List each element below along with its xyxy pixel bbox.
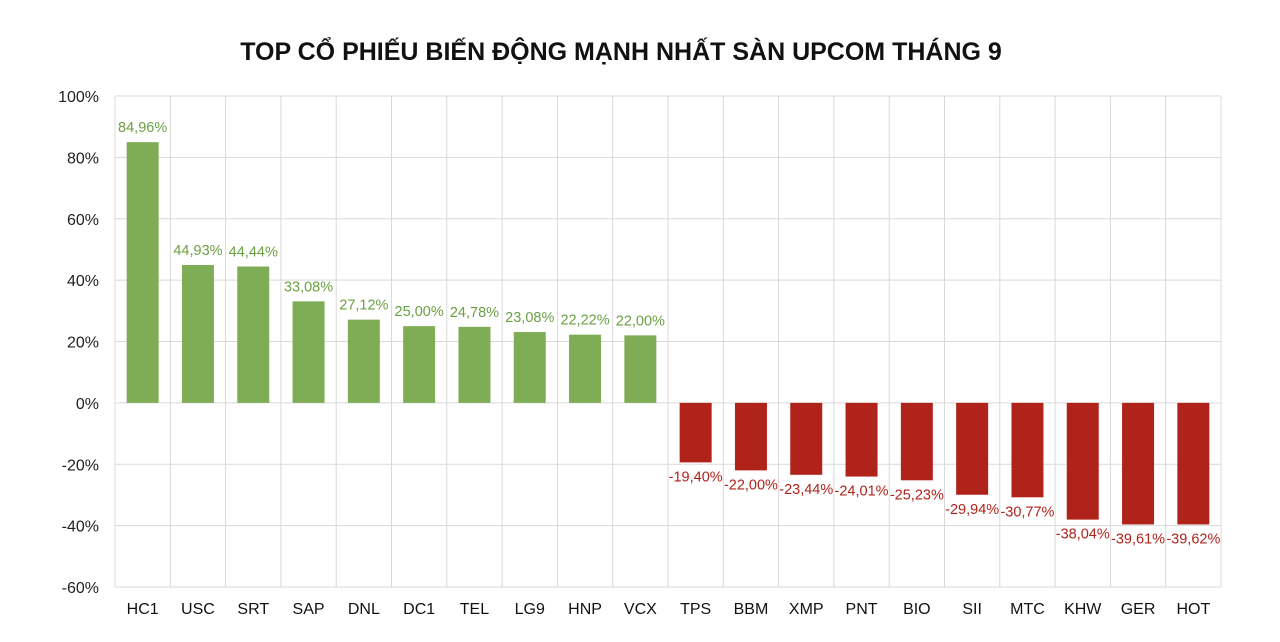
bar-srt bbox=[237, 266, 270, 403]
bar-sii bbox=[956, 402, 989, 495]
x-tick-dnl: DNL bbox=[348, 601, 380, 618]
x-tick-mtc: MTC bbox=[1010, 601, 1045, 618]
bar-ger bbox=[1122, 402, 1155, 525]
y-tick-label: 0% bbox=[76, 396, 99, 413]
y-axis-ticks: 100% 80% 60% 40% 20% 0% -20% -40% -60% bbox=[58, 89, 99, 597]
y-tick-label: -20% bbox=[62, 457, 99, 474]
x-tick-sii: SII bbox=[962, 601, 982, 618]
bar-bbm bbox=[734, 402, 767, 471]
data-label-vcx: 22,00% bbox=[616, 313, 665, 329]
bar-dc1 bbox=[403, 326, 436, 403]
data-label-sii: -29,94% bbox=[945, 502, 999, 518]
bar-sap bbox=[292, 301, 325, 403]
gridlines bbox=[114, 95, 1222, 588]
x-tick-dc1: DC1 bbox=[403, 601, 435, 618]
chart-title: TOP CỔ PHIẾU BIẾN ĐỘNG MẠNH NHẤT SÀN UPC… bbox=[240, 38, 1002, 66]
data-label-hnp: 22,22% bbox=[560, 313, 609, 329]
x-tick-khw: KHW bbox=[1064, 601, 1102, 618]
bar-mtc bbox=[1011, 402, 1044, 498]
x-tick-srt: SRT bbox=[237, 601, 269, 618]
bar-hot bbox=[1177, 402, 1210, 525]
data-label-hc1: 84,96% bbox=[118, 120, 167, 136]
x-tick-ger: GER bbox=[1121, 601, 1156, 618]
x-tick-xmp: XMP bbox=[789, 601, 824, 618]
data-label-xmp: -23,44% bbox=[779, 482, 833, 498]
x-tick-tps: TPS bbox=[680, 601, 711, 618]
data-label-ger: -39,61% bbox=[1111, 531, 1165, 547]
bars bbox=[126, 142, 1210, 525]
x-tick-sap: SAP bbox=[293, 601, 325, 618]
data-label-hot: -39,62% bbox=[1166, 531, 1220, 547]
bar-bio bbox=[900, 402, 933, 481]
y-tick-label: 100% bbox=[58, 89, 99, 106]
data-label-lg9: 23,08% bbox=[505, 310, 554, 326]
x-tick-bbm: BBM bbox=[734, 601, 769, 618]
x-tick-vcx: VCX bbox=[624, 601, 657, 618]
x-tick-hot: HOT bbox=[1176, 601, 1210, 618]
data-label-dnl: 27,12% bbox=[339, 298, 388, 314]
data-labels: 84,96% 44,93% 44,44% 33,08% 27,12% 25,00% 24,7… bbox=[118, 120, 1220, 547]
bar-hc1 bbox=[126, 142, 159, 403]
data-label-bbm: -22,00% bbox=[724, 477, 778, 493]
x-tick-usc: USC bbox=[181, 601, 215, 618]
x-axis-ticks: HC1 USC SRT SAP DNL DC1 TEL LG9 HNP VCX TPS BBM XMP P… bbox=[127, 601, 1211, 618]
bar-usc bbox=[181, 264, 214, 403]
data-label-srt: 44,44% bbox=[229, 244, 278, 260]
y-tick-label: 60% bbox=[67, 212, 99, 229]
bar-pnt bbox=[845, 402, 878, 477]
x-tick-hnp: HNP bbox=[568, 601, 602, 618]
data-label-pnt: -24,01% bbox=[835, 484, 889, 500]
data-label-khw: -38,04% bbox=[1056, 527, 1110, 543]
y-tick-label: 80% bbox=[67, 150, 99, 167]
data-label-sap: 33,08% bbox=[284, 279, 333, 295]
y-tick-label: -60% bbox=[62, 580, 99, 597]
y-tick-label: -40% bbox=[62, 519, 99, 536]
x-tick-tel: TEL bbox=[460, 601, 489, 618]
data-label-tel: 24,78% bbox=[450, 305, 499, 321]
bar-hnp bbox=[569, 334, 602, 403]
bar-vcx bbox=[624, 335, 657, 403]
y-tick-label: 20% bbox=[67, 335, 99, 352]
y-tick-label: 40% bbox=[67, 273, 99, 290]
bar-lg9 bbox=[513, 332, 546, 403]
data-label-bio: -25,23% bbox=[890, 487, 944, 503]
bar-tps bbox=[679, 402, 712, 463]
data-label-tps: -19,40% bbox=[669, 469, 723, 485]
x-tick-pnt: PNT bbox=[846, 601, 878, 618]
x-tick-hc1: HC1 bbox=[127, 601, 159, 618]
data-label-mtc: -30,77% bbox=[1000, 504, 1054, 520]
bar-dnl bbox=[347, 319, 380, 403]
data-label-usc: 44,93% bbox=[173, 243, 222, 259]
bar-khw bbox=[1066, 402, 1099, 520]
bar-xmp bbox=[790, 402, 823, 475]
bar-tel bbox=[458, 326, 491, 403]
x-tick-lg9: LG9 bbox=[515, 601, 545, 618]
x-tick-bio: BIO bbox=[903, 601, 931, 618]
data-label-dc1: 25,00% bbox=[395, 304, 444, 320]
